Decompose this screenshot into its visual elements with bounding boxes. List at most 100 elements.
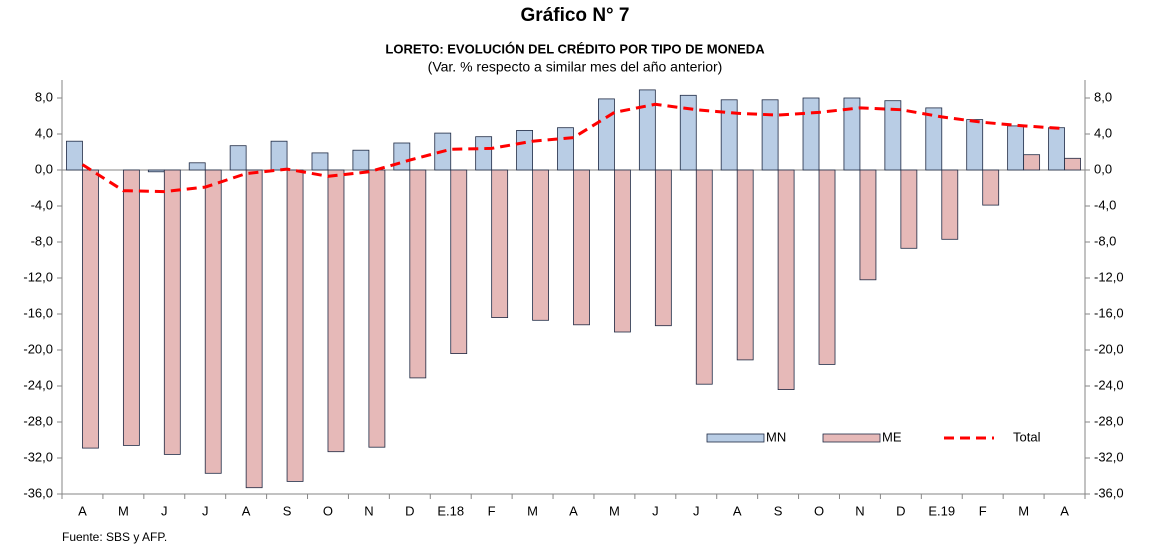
x-tick-label: M [527,503,538,518]
bar [802,97,820,171]
bar [966,119,984,171]
x-tick-label: A [569,503,578,518]
y2-tick-label: -32,0 [1094,449,1124,464]
x-tick-label: A [1060,503,1069,518]
y-tick-label: 4,0 [35,125,53,140]
bar [491,169,509,319]
bar [327,169,345,453]
y-tick-label: -32,0 [23,449,53,464]
bar [925,107,943,171]
x-tick-label: F [488,503,496,518]
bar [557,127,574,171]
bar [982,169,1000,206]
bar [638,89,656,171]
y2-tick-label: -12,0 [1094,269,1124,284]
bar [475,136,493,171]
chart-title: Gráfico N° 7 [521,5,630,26]
x-tick-label: N [855,503,864,518]
bar [818,169,836,365]
y2-tick-label: -8,0 [1094,233,1116,248]
y-tick-label: -24,0 [23,377,53,392]
bar [679,94,697,171]
bar [573,169,590,326]
bar [736,169,754,361]
bar [1048,127,1065,171]
x-tick-label: M [118,503,129,518]
bar [1023,154,1041,171]
source: Fuente: SBS y AFP. [62,530,167,544]
y-tick-label: -36,0 [23,485,53,500]
y2-tick-label: -20,0 [1094,341,1124,356]
y2-tick-label: 8,0 [1094,89,1112,104]
x-tick-label: S [774,503,783,518]
legend-label: ME [882,429,902,444]
chart-subtitle: LORETO: EVOLUCIÓN DEL CRÉDITO POR TIPO D… [385,41,765,56]
y2-tick-label: -36,0 [1094,485,1124,500]
bar [1064,157,1081,171]
bar [122,169,140,446]
bar [941,169,959,240]
bar [777,169,795,391]
x-tick-label: J [161,503,168,518]
bar [654,169,672,327]
bar [163,169,181,455]
bar [859,169,877,281]
bar [532,169,549,321]
bar [1007,125,1025,171]
legend-swatch [706,433,765,443]
bar [761,99,779,171]
bar [82,169,99,449]
bar [598,98,615,171]
y-tick-label: -8,0 [31,233,53,248]
x-tick-label: J [693,503,700,518]
x-tick-label: E.18 [437,503,464,518]
x-tick-label: J [202,503,209,518]
y2-tick-label: -24,0 [1094,377,1124,392]
x-tick-label: O [323,503,333,518]
x-tick-label: M [1018,503,1029,518]
y-tick-label: 0,0 [35,161,53,176]
bar [843,97,861,171]
x-tick-label: N [364,503,373,518]
x-tick-label: D [405,503,414,518]
bar [393,142,411,171]
bar [614,169,631,333]
bar [286,169,304,482]
x-tick-label: J [652,503,659,518]
bar [352,149,370,171]
y-tick-label: -4,0 [31,197,53,212]
chart-note: (Var. % respecto a similar mes del año a… [428,59,723,75]
x-tick-label: A [733,503,742,518]
bar [245,169,263,489]
x-tick-label: S [283,503,292,518]
bar [450,169,468,355]
bar [516,129,533,171]
bar [720,99,738,171]
y-tick-label: -16,0 [23,305,53,320]
y-tick-label: -20,0 [23,341,53,356]
x-tick-label: F [979,503,987,518]
bar [409,169,427,379]
y2-tick-label: 4,0 [1094,125,1112,140]
bar [270,140,288,171]
legend-label: MN [766,429,786,444]
bar [66,140,83,171]
bar [229,145,247,171]
y2-tick-label: 0,0 [1094,161,1112,176]
x-tick-label: M [609,503,620,518]
x-tick-label: A [78,503,87,518]
bar [368,169,386,448]
y-tick-label: -28,0 [23,413,53,428]
x-tick-label: D [896,503,905,518]
x-tick-label: E.19 [928,503,955,518]
legend-swatch [822,433,881,443]
bar [884,100,902,171]
bar [204,169,222,474]
y2-tick-label: -4,0 [1094,197,1116,212]
bar [311,152,329,171]
y2-tick-label: -28,0 [1094,413,1124,428]
bar [147,169,165,173]
x-tick-label: O [814,503,824,518]
x-tick-label: A [242,503,251,518]
